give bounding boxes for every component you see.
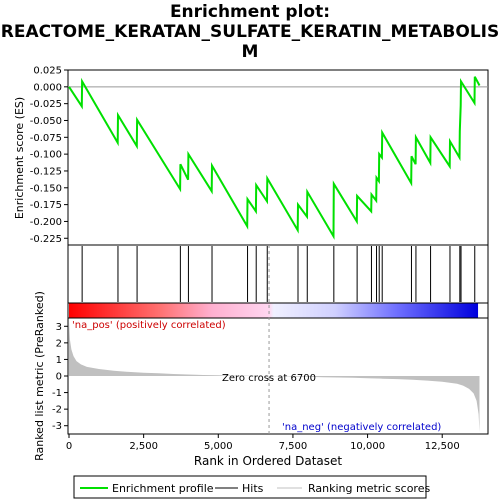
x-tick-label: 7,500 xyxy=(279,441,308,452)
ranking-metric-area xyxy=(69,321,480,433)
es-tick-label: -0.025 xyxy=(30,99,62,110)
rank-color-bar xyxy=(69,303,479,318)
es-tick-label: -0.050 xyxy=(30,116,62,127)
es-panel xyxy=(67,69,489,246)
es-tick-label: -0.200 xyxy=(30,217,62,228)
pos-label: 'na_pos' (positively correlated) xyxy=(72,320,226,331)
metric-tick-label: 1 xyxy=(56,355,62,366)
es-axis: 0.025 0.000 -0.025 -0.050 -0.075 -0.100 -0.125… xyxy=(30,66,68,245)
metric-tick-label: 3 xyxy=(56,322,62,333)
chart-title: Enrichment plot: REACTOME_KERATAN_SULFAT… xyxy=(0,2,500,62)
title-line-3: M xyxy=(241,42,259,62)
neg-label: 'na_neg' (negatively correlated) xyxy=(282,422,441,433)
legend-enrichment-label: Enrichment profile xyxy=(112,482,214,495)
legend-box xyxy=(73,475,427,499)
es-tick-label: -0.225 xyxy=(30,234,62,245)
es-tick-label: -0.150 xyxy=(30,183,62,194)
es-axis-label: Enrichment score (ES) xyxy=(13,97,26,219)
x-axis: 0 2,500 5,000 7,500 10,000 12,500 xyxy=(66,434,460,452)
x-axis-label: Rank in Ordered Dataset xyxy=(194,454,342,468)
metric-tick-label: -1 xyxy=(52,388,62,399)
es-tick-label: 0.025 xyxy=(33,66,62,77)
legend-ranking-label: Ranking metric scores xyxy=(308,482,430,495)
hit-marks xyxy=(81,246,476,302)
enrichment-profile-line xyxy=(68,76,481,240)
es-tick-label: -0.075 xyxy=(30,133,62,144)
title-line-1: Enrichment plot: xyxy=(169,2,331,22)
hits-panel xyxy=(67,244,489,304)
es-tick-label: -0.125 xyxy=(30,166,62,177)
metric-axis: 3 2 1 0 -1 -2 -3 xyxy=(52,322,68,432)
metric-axis-label: Ranked list metric (PreRanked) xyxy=(33,291,46,461)
es-tick-label: -0.100 xyxy=(30,150,62,161)
metric-tick-label: 2 xyxy=(56,338,62,349)
metric-tick-label: -2 xyxy=(52,405,62,416)
title-line-2: REACTOME_KERATAN_SULFATE_KERATIN_METABOL… xyxy=(0,22,500,42)
x-tick-label: 0 xyxy=(66,441,72,452)
es-tick-label: -0.175 xyxy=(30,200,62,211)
metric-tick-label: 0 xyxy=(56,372,62,383)
es-tick-label: 0.000 xyxy=(33,82,62,93)
metric-tick-label: -3 xyxy=(52,421,62,432)
x-tick-label: 12,500 xyxy=(425,441,460,452)
x-tick-label: 5,000 xyxy=(204,441,233,452)
zero-cross-label: Zero cross at 6700 xyxy=(222,373,316,384)
x-tick-label: 10,000 xyxy=(350,441,385,452)
x-tick-label: 2,500 xyxy=(129,441,158,452)
legend-hits-label: Hits xyxy=(242,482,264,495)
